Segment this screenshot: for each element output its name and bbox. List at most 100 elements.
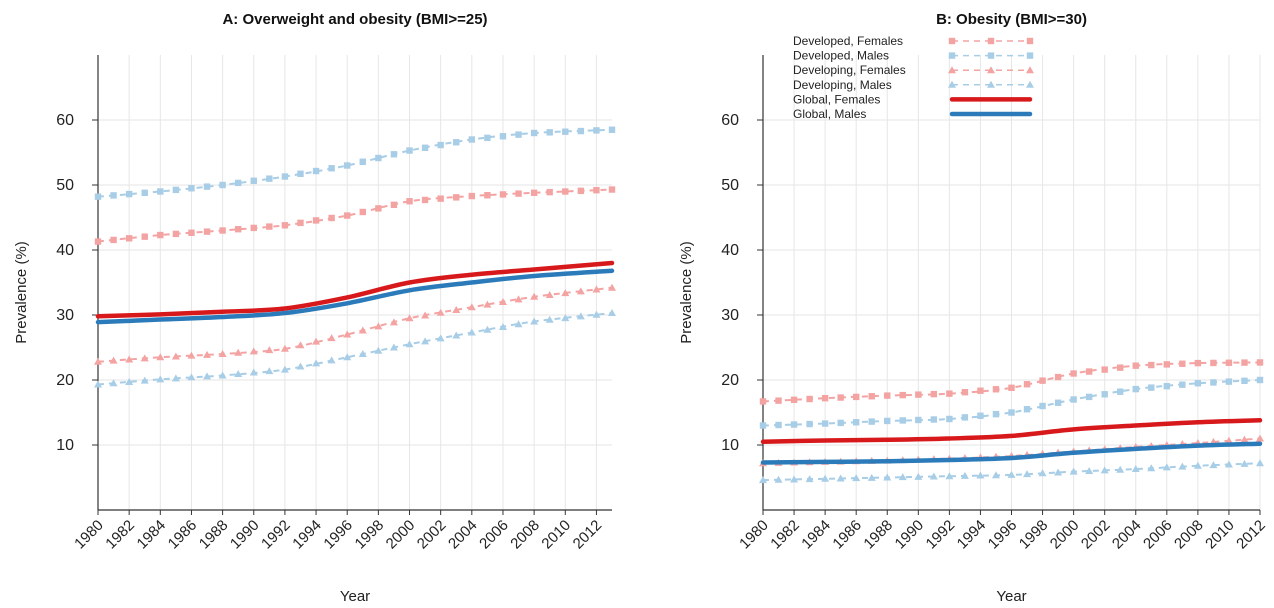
y-tick-label: 10 [56, 437, 74, 454]
legend-label: Developing, Males [793, 78, 892, 92]
x-axis-label: Year [996, 588, 1026, 605]
series-point [915, 391, 922, 398]
series-point [296, 341, 305, 349]
series-point [374, 346, 383, 354]
series-developed-females [759, 359, 1264, 405]
series-point [421, 311, 430, 319]
series-point [1023, 470, 1032, 478]
series-point [930, 416, 938, 423]
series-point [1256, 459, 1264, 467]
series-point [759, 398, 767, 405]
series-point [1117, 364, 1124, 371]
series-point [344, 212, 351, 219]
legend-item: Global, Males [793, 107, 1033, 121]
series-point [250, 224, 257, 232]
series-point [468, 136, 476, 143]
series-point [94, 380, 102, 388]
series-point [389, 343, 398, 351]
series-point [1209, 461, 1218, 469]
series-point [976, 471, 985, 479]
x-tick-label: 1988 [860, 517, 896, 553]
series-point [593, 187, 600, 194]
series-point [1210, 359, 1217, 367]
series-point [836, 474, 845, 482]
panel-b: B: Obesity (BMI>=30) 10 20 30 40 50 60 19801982… [678, 11, 1269, 605]
series-point [961, 414, 969, 421]
y-tick-label: 20 [721, 372, 739, 389]
series-point [266, 175, 273, 182]
series-point [1256, 376, 1264, 384]
series-point [467, 328, 476, 336]
legend-marker [987, 52, 995, 59]
series-point [1085, 467, 1094, 474]
series-global-females [760, 418, 1263, 444]
series-point [867, 473, 876, 481]
series-point [125, 377, 134, 385]
series-developing-males [94, 309, 616, 388]
series-point [977, 387, 984, 394]
x-tick-label: 1984 [134, 517, 170, 553]
series-point [421, 196, 429, 204]
series-point [546, 188, 553, 196]
series-point [436, 334, 445, 342]
series-point [515, 190, 522, 197]
series-point [1162, 463, 1171, 471]
series-point [837, 419, 844, 427]
series-point [327, 334, 336, 342]
series-point [759, 476, 767, 484]
legend-marker [1026, 80, 1034, 88]
x-tick-label: 2008 [1171, 517, 1207, 553]
series-line [95, 268, 615, 325]
grid [762, 55, 1261, 510]
series-point [265, 346, 274, 354]
series-point [110, 192, 117, 199]
series-point [172, 186, 180, 194]
series-point [343, 330, 352, 338]
series-point [821, 395, 829, 402]
series-point [249, 368, 258, 376]
x-tick-label: 1980 [71, 517, 107, 553]
x-tick-label: 1990 [227, 517, 263, 553]
series-point [358, 326, 367, 334]
series-point [977, 412, 984, 419]
series-point [171, 352, 180, 360]
series-point [821, 420, 829, 427]
series-point [249, 347, 258, 355]
series-point [484, 192, 491, 199]
series-point [562, 188, 569, 195]
series-point [483, 325, 492, 333]
series-point [1054, 468, 1063, 476]
series-point [453, 139, 460, 146]
series-point [946, 390, 953, 397]
series-point [157, 231, 164, 239]
series-point [1224, 460, 1233, 468]
series-point [188, 229, 195, 236]
series-point [499, 133, 507, 140]
series-point [852, 419, 860, 426]
series-point [390, 151, 398, 158]
series-point [406, 147, 413, 154]
series-point [1039, 377, 1046, 384]
series-point [421, 144, 429, 151]
series-point [545, 290, 554, 298]
series-point [218, 350, 227, 357]
x-tick-label: 2006 [476, 517, 512, 553]
series-point [1116, 465, 1125, 473]
y-axis-label: Prevalence (%) [13, 241, 30, 344]
x-tick-label: 1994 [954, 517, 990, 553]
series-point [219, 227, 226, 234]
series-point [343, 353, 352, 361]
y-axis-label: Prevalence (%) [678, 241, 695, 344]
series-point [234, 369, 243, 377]
legend-marker [987, 37, 995, 45]
y-tick-label: 50 [56, 177, 74, 194]
series-developed-females [94, 186, 616, 245]
series-point [852, 393, 860, 401]
series-point [1178, 462, 1187, 470]
series-point [280, 365, 289, 373]
series-point [172, 230, 180, 238]
series-point [328, 214, 335, 222]
series-point [775, 397, 782, 404]
series-point [1008, 409, 1015, 416]
x-tick-label: 1994 [289, 517, 325, 553]
